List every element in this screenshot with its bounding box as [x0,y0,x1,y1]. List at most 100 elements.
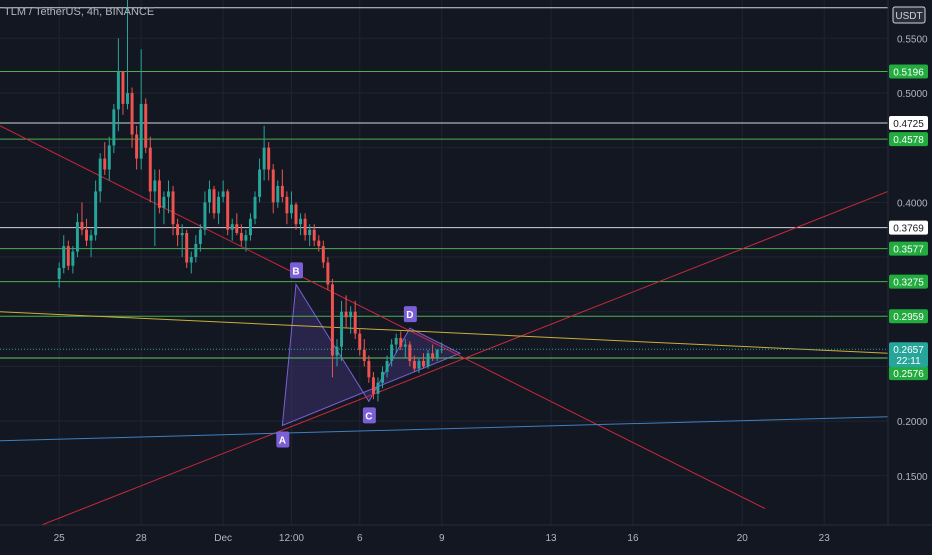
pattern-point-label: C [365,411,372,422]
candle-body [248,218,252,236]
candle-body [75,222,79,252]
candle-body [112,109,116,146]
candle [103,142,107,175]
candle [253,191,257,225]
candle [326,257,330,290]
price-tick-label: 0.1500 [897,472,928,483]
candle [312,224,316,247]
candle-body [198,229,202,244]
candle [189,251,193,274]
candle [94,180,98,241]
candle [321,240,325,268]
price-level-label-bg [889,366,928,381]
trendline [0,416,889,442]
current-price-badge [889,342,928,368]
candle-body [422,360,425,367]
candle-body [80,222,84,230]
candle-body [326,262,330,285]
candle-body [399,337,403,347]
price-level-label-bg [889,220,928,235]
candle [340,300,344,361]
candle [116,38,120,132]
price-level-label-bg [889,132,928,147]
price-level-label: 0.4725 [893,119,924,130]
candle-body [207,189,211,203]
candle-body [253,196,257,219]
candle [144,98,148,154]
candle-body [157,180,161,208]
price-level-label: 0.3769 [893,224,924,235]
candle [153,169,157,247]
candle [244,229,248,252]
candle-body [176,224,180,236]
candle-body [180,232,184,236]
time-tick-label: 6 [357,533,363,544]
price-level-label-bg [889,64,928,79]
candle-body [171,191,175,225]
time-tick-label: 12:00 [279,533,304,544]
pattern-point-label: D [406,310,413,321]
candle [271,164,275,214]
candle [299,213,303,236]
price-level-label: 0.3577 [893,245,924,256]
candle-body [239,232,243,241]
candle [135,125,139,170]
candle [207,180,211,214]
candle [176,218,180,247]
candle [98,153,102,203]
harmonic-pattern-shape [281,282,462,427]
candle-body [217,196,221,214]
candle [330,278,334,378]
candle-body [94,191,98,236]
candle [353,300,357,340]
candle-body [267,147,271,170]
candle [308,224,312,247]
candle-body [285,196,289,214]
candle [217,191,221,225]
candle [126,0,129,110]
time-tick-label: 20 [737,533,749,544]
candle-body [66,246,70,266]
candle-body [335,346,339,356]
candle-body [308,229,312,236]
price-tick-label: 0.5000 [897,89,928,100]
candle-body [330,284,334,356]
candle [198,224,202,252]
time-tick-label: 23 [819,533,831,544]
candle [258,158,262,203]
candle [62,235,66,274]
candle-body [103,158,107,170]
candle-body [226,191,230,230]
candle [203,191,207,236]
candle [335,339,339,367]
candle-body [303,218,307,236]
currency-label: USDT [895,11,922,22]
pattern-point-label-bg [276,431,290,448]
candle [403,339,407,358]
trendline [0,125,766,510]
candle [180,224,184,258]
price-tick-label: 0.2000 [897,417,928,428]
candle-body [280,185,284,197]
price-tick-label: 0.4000 [897,198,928,209]
candle [162,191,166,225]
candle-body [371,377,375,394]
candle [426,350,430,369]
price-level-label: 0.2959 [893,312,924,323]
candle [194,235,198,263]
candle-body [349,311,353,318]
trendline [0,190,889,542]
candle [358,328,362,356]
candle-body [162,196,166,208]
candle-body [385,360,389,372]
candle [89,229,93,258]
candle-body [344,311,348,318]
candle-body [135,134,139,159]
price-level-label-bg [889,241,928,256]
candle [417,357,421,373]
candle-body [167,191,170,197]
price-level-label: 0.3275 [893,278,924,289]
candle [157,169,161,214]
